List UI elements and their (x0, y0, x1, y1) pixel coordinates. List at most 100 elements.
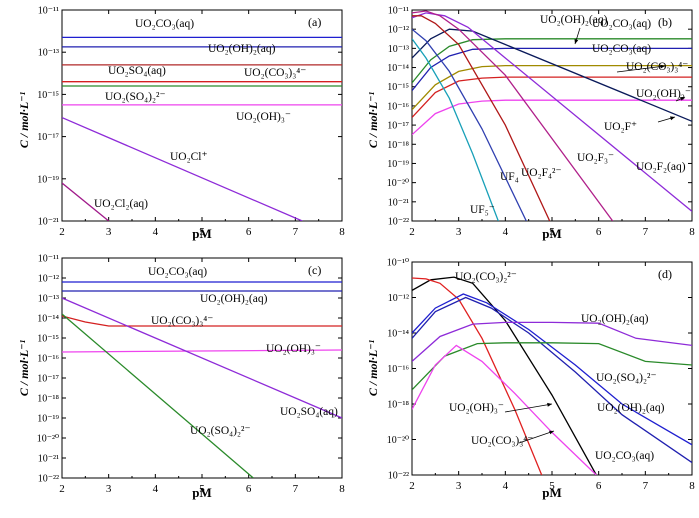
x-tick-label: 6 (596, 480, 602, 492)
y-tick-label: 10⁻²² (388, 217, 409, 228)
y-tick-label: 10⁻¹⁷ (37, 132, 59, 143)
species-label: UO₂(OH)₂(aq) (208, 43, 276, 55)
y-tick-label: 10⁻¹¹ (38, 6, 59, 17)
leader-arrowhead (670, 116, 675, 121)
species-label: UO₂(CO₃)₃⁴⁻ (151, 315, 213, 327)
species-label: UO₂(OH)₂(aq) (597, 402, 665, 414)
panel-tag: (d) (658, 267, 672, 281)
panel-4: 2 3 4 5 6 7 8 10⁻¹⁰ 10⁻¹² 10⁻¹⁴ 10⁻¹⁶ 10⁻¹⁸ 10⁻²⁰ 10⁻… (366, 258, 695, 501)
species-label: UF₄ (500, 171, 519, 183)
plot-frame (61, 9, 343, 222)
series-line-uo2-oh-2-aq (412, 47, 692, 92)
y-tick-label: 10⁻¹³ (38, 294, 59, 305)
series-line-uo2-so4-22 (62, 313, 254, 478)
y-axis-label: C / mol·L⁻¹ (366, 339, 380, 396)
x-tick-label: 2 (409, 226, 415, 238)
leader-arrow (504, 403, 553, 413)
y-tick-label: 10⁻¹¹ (388, 6, 409, 17)
leader-arrowhead (547, 402, 552, 407)
x-tick-label: 6 (596, 226, 602, 238)
species-label: UO₂Cl⁺ (170, 151, 208, 163)
y-tick-label: 10⁻¹⁶ (387, 101, 409, 112)
x-tick-label: 5 (199, 226, 205, 238)
species-label: UO₂(OH)₂(aq) (540, 14, 608, 26)
species-label: UF₅⁻ (470, 204, 495, 216)
x-tick-label: 6 (246, 483, 252, 495)
species-label: UO₂(SO₄)₂²⁻ (596, 372, 657, 384)
species-label: UO₂SO₄(aq) (108, 65, 166, 77)
x-tick-label: 2 (59, 226, 65, 238)
y-tick-label: 10⁻²² (38, 474, 59, 485)
y-tick-label: 10⁻¹⁶ (37, 354, 59, 365)
species-label: UO₂(CO₃)₃⁴⁻ (626, 61, 688, 73)
leader-arrowhead (680, 97, 685, 101)
species-label: UO₂(OH)₃⁻ (266, 343, 321, 355)
plot-frame (411, 9, 693, 222)
series-line-uo2so4-aq (62, 297, 342, 419)
y-tick-label: 10⁻¹⁰ (387, 258, 409, 269)
y-tick-label: 10⁻¹⁶ (387, 364, 409, 375)
x-tick-label: 3 (106, 483, 112, 495)
panel-tag: (a) (308, 15, 321, 29)
series-line-uo2co3-aq (412, 38, 692, 84)
x-axis-label: pM (192, 226, 212, 241)
species-label: UO₂CO₃(aq) (595, 450, 654, 462)
species-label: UO₂Cl₂(aq) (94, 198, 148, 210)
series-line-uo2-oh-2-aq-upper (412, 293, 692, 446)
y-axis-label: C / mol·L⁻¹ (366, 91, 380, 148)
y-tick-label: 10⁻¹⁴ (37, 314, 59, 325)
series-line-uf4 (412, 28, 527, 221)
species-label: UO₂(OH)₃⁻ (449, 402, 504, 414)
series-line-uo2co3-aq (412, 296, 692, 464)
y-tick-label: 10⁻²⁰ (387, 435, 409, 446)
species-label: UO₂CO₃(aq) (592, 18, 651, 30)
x-tick-label: 5 (549, 480, 555, 492)
x-tick-label: 7 (643, 226, 649, 238)
y-tick-label: 10⁻¹⁹ (37, 174, 59, 185)
y-tick-label: 10⁻¹⁵ (387, 82, 409, 93)
x-axis-label: pM (192, 485, 212, 500)
x-axis-label: pM (542, 226, 562, 241)
x-axis-label: pM (542, 485, 562, 500)
plot-frame (411, 261, 693, 476)
x-tick-label: 8 (689, 226, 695, 238)
y-axis-label: C / mol·L⁻¹ (17, 91, 31, 148)
panel-2: 2 3 4 5 6 7 8 10⁻¹¹ 10⁻¹² 10⁻¹³ 10⁻¹⁴ 10⁻¹⁵ 10⁻¹⁶ 10⁻… (366, 6, 695, 242)
series-line-uo2-so4-22 (412, 99, 692, 136)
species-label: UO₂(CO₃)₂²⁻ (455, 271, 517, 283)
species-label: UO₂(OH)₃⁻ (636, 88, 691, 100)
x-tick-label: 5 (199, 483, 205, 495)
y-axis-label: C / mol·L⁻¹ (17, 339, 31, 396)
y-tick-label: 10⁻¹² (388, 293, 409, 304)
series-line-uo2f42 (412, 15, 551, 221)
species-label: UO₂SO₄(aq) (280, 406, 338, 418)
series-line-uo2cl2-aq (62, 182, 110, 221)
x-tick-label: 8 (689, 480, 695, 492)
x-tick-label: 3 (456, 480, 462, 492)
x-tick-label: 2 (409, 480, 415, 492)
y-tick-label: 10⁻¹⁸ (37, 394, 59, 405)
species-label: UO₂F⁺ (604, 121, 637, 133)
x-tick-label: 3 (456, 226, 462, 238)
x-tick-label: 8 (339, 483, 345, 495)
series-line-uf5 (412, 38, 499, 221)
y-tick-label: 10⁻²¹ (388, 197, 409, 208)
series-line-uo2-co3-34 (412, 64, 692, 111)
species-label: UO₂(OH)₃⁻ (236, 111, 291, 123)
y-tick-label: 10⁻¹² (388, 25, 409, 36)
series-line-uo2-oh-2-aq (412, 321, 692, 362)
species-label: UO₂F₃⁻ (577, 152, 614, 164)
leader-arrow (616, 65, 666, 73)
y-tick-label: 10⁻¹⁴ (387, 329, 409, 340)
x-tick-label: 4 (153, 226, 159, 238)
species-label: UO₂(CO₃)₃⁴⁻ (471, 435, 533, 447)
x-tick-label: 4 (503, 226, 509, 238)
series-line-uo2-oh-3 (62, 349, 342, 353)
series-line-uo2-co3-34 (62, 315, 342, 327)
x-tick-label: 6 (246, 226, 252, 238)
panel-tag: (c) (308, 263, 321, 277)
y-tick-label: 10⁻²¹ (38, 454, 59, 465)
leader-arrowhead (574, 39, 579, 44)
species-label: UO₂(SO₄)₂²⁻ (105, 91, 166, 103)
